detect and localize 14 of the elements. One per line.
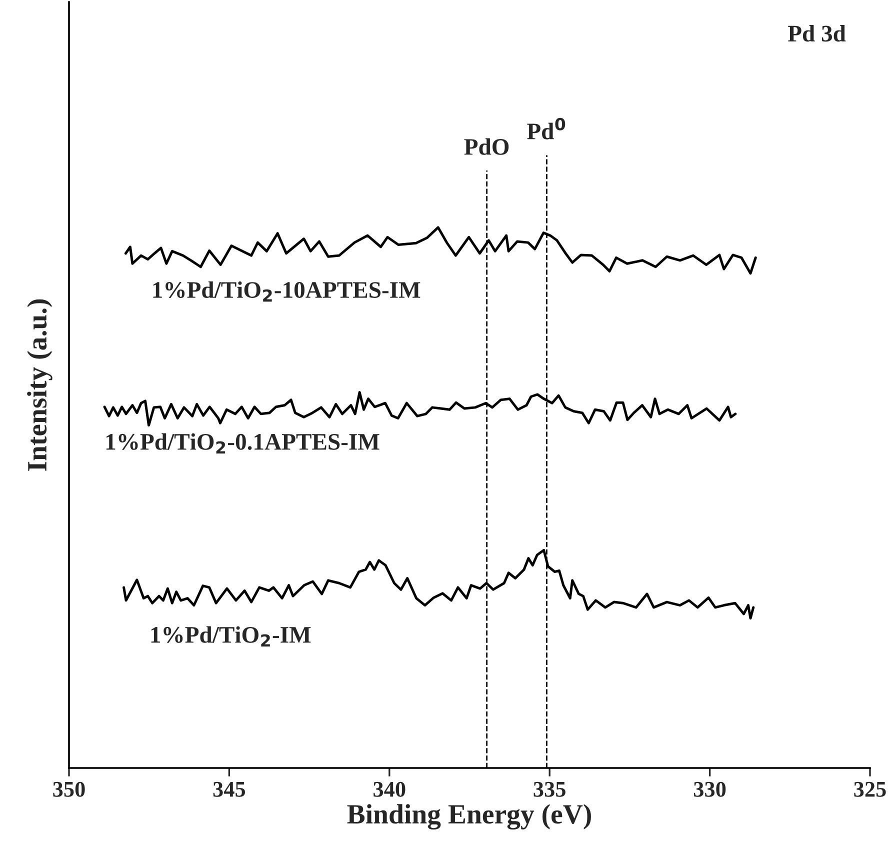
ref-line-label: PdO bbox=[464, 138, 509, 155]
series-label: 1%Pd/TiO$_{2}$-0.1APTES-IM bbox=[106, 433, 380, 454]
series-label: 1%Pd/TiO$_{2}$-IM bbox=[151, 626, 311, 646]
series-label: 1%Pd/TiO$_{2}$-10APTES-IM bbox=[153, 281, 420, 302]
y-axis-title: Intensity (a.u.) bbox=[27, 299, 52, 471]
x-tick-label: 335 bbox=[534, 782, 566, 797]
x-tick-label: 340 bbox=[374, 782, 406, 797]
x-tick-label: 345 bbox=[213, 782, 246, 797]
x-tick-label: 330 bbox=[694, 782, 726, 797]
x-tick-label: 325 bbox=[854, 782, 886, 797]
x-axis-title: Binding Energy (eV) bbox=[347, 804, 591, 830]
ref-line-label: Pd$^{0}$ bbox=[527, 118, 566, 140]
text: Pd 3d bbox=[788, 24, 846, 42]
x-tick-label: 350 bbox=[53, 782, 85, 797]
